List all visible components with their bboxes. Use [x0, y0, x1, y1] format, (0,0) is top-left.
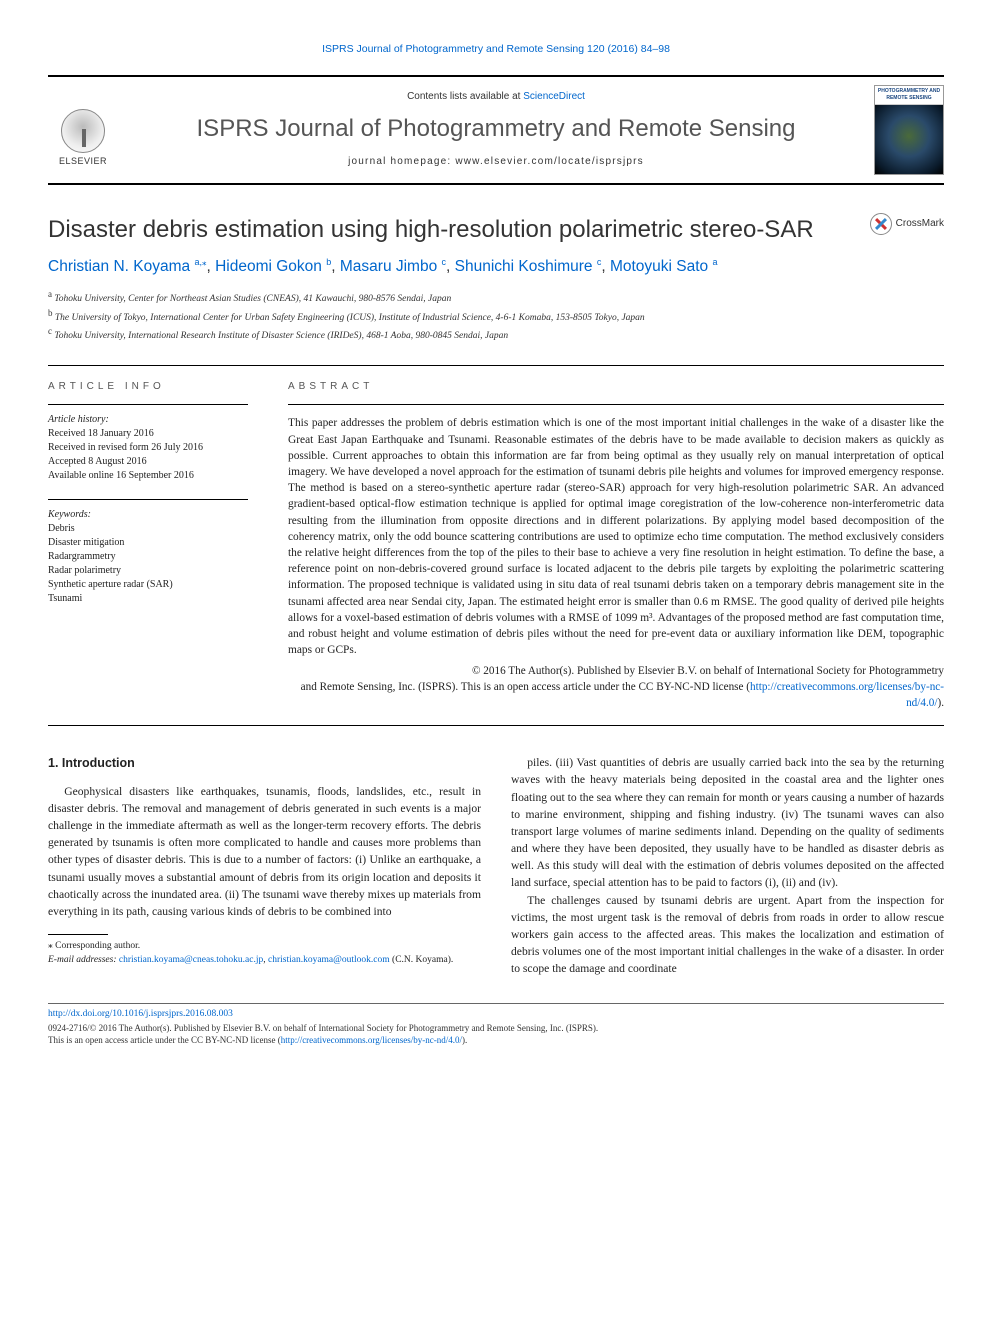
doi-link[interactable]: http://dx.doi.org/10.1016/j.isprsjprs.20…	[48, 1008, 944, 1021]
cover-title: PHOTOGRAMMETRY AND REMOTE SENSING	[875, 86, 943, 105]
abstract-text: This paper addresses the problem of debr…	[288, 404, 944, 658]
keyword-5: Tsunami	[48, 593, 82, 604]
history-online: Available online 16 September 2016	[48, 470, 194, 481]
article-title: Disaster debris estimation using high-re…	[48, 213, 860, 247]
keywords-label: Keywords:	[48, 509, 91, 520]
cover-earth-image	[875, 105, 943, 174]
author-list: Christian N. Koyama a,⁎, Hideomi Gokon b…	[48, 256, 944, 278]
author-4[interactable]: Shunichi Koshimure	[455, 258, 597, 275]
crossmark-badge[interactable]: CrossMark	[870, 213, 944, 235]
copyright-line-2: and Remote Sensing, Inc. (ISPRS). This i…	[301, 681, 750, 693]
affiliation-a: Tohoku University, Center for Northeast …	[54, 294, 451, 304]
keyword-4: Synthetic aperture radar (SAR)	[48, 579, 173, 590]
author-email-1[interactable]: christian.koyama@cneas.tohoku.ac.jp	[119, 955, 263, 965]
keyword-1: Disaster mitigation	[48, 537, 124, 548]
journal-cover-thumbnail: PHOTOGRAMMETRY AND REMOTE SENSING	[874, 85, 944, 175]
publisher-logo: ELSEVIER	[48, 92, 118, 168]
author-1-aff[interactable]: a,	[194, 257, 202, 267]
corr-author-name: (C.N. Koyama).	[390, 955, 454, 965]
email-label: E-mail addresses:	[48, 955, 119, 965]
corr-author-label: ⁎ Corresponding author.	[48, 939, 481, 953]
keywords-block: Keywords: Debris Disaster mitigation Rad…	[48, 499, 248, 606]
introduction-heading: 1. Introduction	[48, 754, 481, 773]
author-2[interactable]: Hideomi Gokon	[215, 258, 326, 275]
copyright-line-1: © 2016 The Author(s). Published by Elsev…	[472, 665, 944, 677]
sciencedirect-link[interactable]: ScienceDirect	[523, 91, 585, 102]
contents-available-text: Contents lists available at	[407, 91, 523, 102]
author-3[interactable]: Masaru Jimbo	[340, 258, 442, 275]
author-email-2[interactable]: christian.koyama@outlook.com	[268, 955, 390, 965]
running-header: ISPRS Journal of Photogrammetry and Remo…	[48, 42, 944, 57]
intro-para-1: Geophysical disasters like earthquakes, …	[48, 783, 481, 920]
footer-license-pre: This is an open access article under the…	[48, 1035, 281, 1045]
masthead: ELSEVIER Contents lists available at Sci…	[48, 75, 944, 185]
footer-license-link[interactable]: http://creativecommons.org/licenses/by-n…	[281, 1035, 462, 1045]
affiliation-b: The University of Tokyo, International C…	[55, 313, 645, 323]
footer-license-post: ).	[462, 1035, 467, 1045]
author-5[interactable]: Motoyuki Sato	[610, 258, 713, 275]
publisher-name: ELSEVIER	[59, 155, 107, 168]
keyword-3: Radar polarimetry	[48, 565, 121, 576]
corresponding-author-footnote: ⁎ Corresponding author. E-mail addresses…	[48, 939, 481, 967]
author-1[interactable]: Christian N. Koyama	[48, 258, 194, 275]
crossmark-label: CrossMark	[896, 217, 944, 231]
journal-name: ISPRS Journal of Photogrammetry and Remo…	[132, 112, 860, 146]
history-accepted: Accepted 8 August 2016	[48, 456, 147, 467]
intro-para-2: piles. (iii) Vast quantities of debris a…	[511, 754, 944, 891]
crossmark-icon	[870, 213, 892, 235]
article-info-label: ARTICLE INFO	[48, 380, 248, 394]
affiliations: a Tohoku University, Center for Northeas…	[48, 288, 944, 343]
keyword-0: Debris	[48, 523, 75, 534]
issn-copyright-line: 0924-2716/© 2016 The Author(s). Publishe…	[48, 1022, 944, 1035]
article-history: Article history: Received 18 January 201…	[48, 404, 248, 483]
abstract-label: ABSTRACT	[288, 380, 944, 394]
history-revised: Received in revised form 26 July 2016	[48, 442, 203, 453]
footnote-rule	[48, 934, 108, 935]
intro-para-3: The challenges caused by tsunami debris …	[511, 892, 944, 978]
cc-license-link[interactable]: http://creativecommons.org/licenses/by-n…	[750, 681, 944, 709]
history-label: Article history:	[48, 414, 109, 425]
history-received: Received 18 January 2016	[48, 428, 154, 439]
journal-homepage[interactable]: journal homepage: www.elsevier.com/locat…	[132, 155, 860, 169]
elsevier-tree-icon	[61, 109, 105, 153]
affiliation-c: Tohoku University, International Researc…	[54, 331, 508, 341]
author-5-aff[interactable]: a	[712, 257, 717, 267]
keyword-2: Radargrammetry	[48, 551, 116, 562]
